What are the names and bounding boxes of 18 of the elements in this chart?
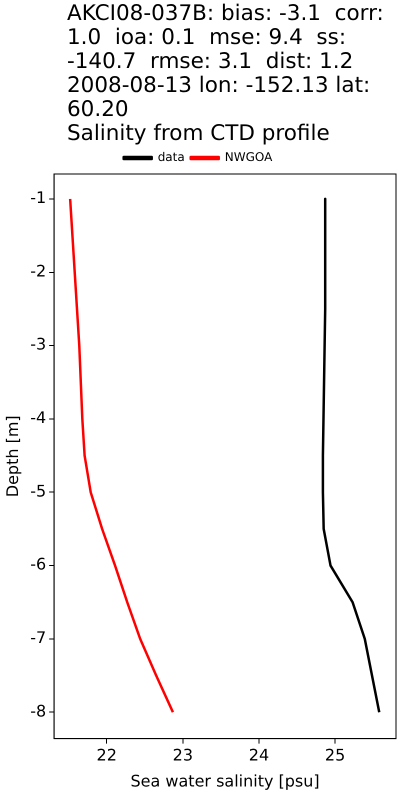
x-tick-label: 24 xyxy=(248,745,270,764)
legend-label: NWGOA xyxy=(224,150,274,164)
y-tick-label: -8 xyxy=(30,701,46,720)
chart-subtitle: Salinity from CTD profile xyxy=(67,121,331,146)
legend-label: data xyxy=(158,150,185,164)
y-tick-label: -3 xyxy=(30,334,46,354)
y-tick-label: -1 xyxy=(30,188,46,208)
chart-title: AKCI08-037B: bias: -3.1 corr: 1.0 ioa: 0.1 mse: 9.4 ss: -140.7 rmse: 3.1 dist: 1.2 2008-08-13 lon: -152.13 lat: 60.20 xyxy=(67,1,385,122)
y-tick-label: -5 xyxy=(30,481,46,500)
y-axis-title: Depth [m] xyxy=(2,415,22,498)
x-tick-label: 25 xyxy=(324,745,346,764)
x-tick-label: 23 xyxy=(172,745,193,764)
x-tick-label: 22 xyxy=(96,745,117,764)
y-tick-label: -6 xyxy=(30,554,46,574)
y-tick-label: -4 xyxy=(30,408,46,428)
y-tick-label: -7 xyxy=(30,628,46,648)
y-tick-label: -2 xyxy=(30,261,46,280)
x-axis-title: Sea water salinity [psu] xyxy=(130,772,320,791)
